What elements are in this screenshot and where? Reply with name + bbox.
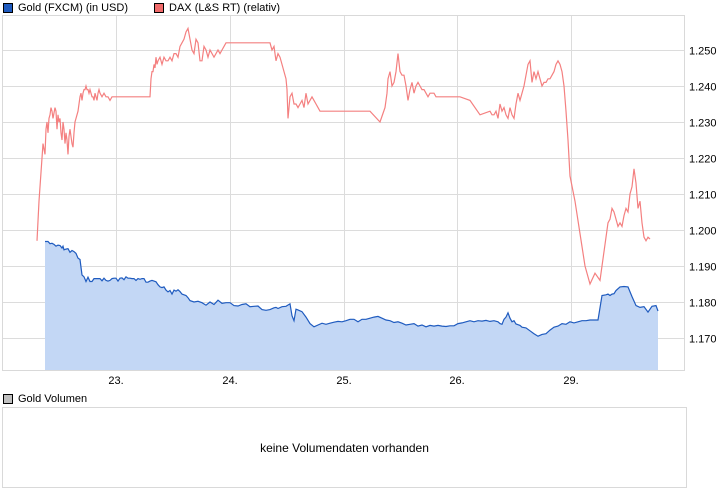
legend-item-gold[interactable]: Gold (FXCM) (in USD) (3, 2, 128, 14)
x-tick-label: 26. (449, 375, 464, 387)
volume-legend-label: Gold Volumen (18, 393, 88, 405)
y-tick-label: 1.170 (689, 334, 717, 346)
chart-legend: Gold (FXCM) (in USD) DAX (L&S RT) (relat… (3, 1, 300, 15)
gold-swatch-icon (3, 3, 13, 13)
y-tick-label: 1.220 (689, 154, 717, 166)
volume-swatch-icon (3, 394, 13, 404)
gold-area-fill (45, 241, 658, 371)
y-tick-label: 1.180 (689, 298, 717, 310)
y-tick-label: 1.210 (689, 190, 717, 202)
volume-panel: keine Volumendaten vorhanden (2, 407, 687, 488)
dax-series-line (36, 26, 651, 286)
y-tick-label: 1.240 (689, 82, 717, 94)
x-tick-label: 23. (108, 375, 123, 387)
y-tick-label: 1.230 (689, 118, 717, 130)
gold-series-line (45, 240, 659, 337)
x-tick-label: 24. (222, 375, 237, 387)
y-tick-label: 1.200 (689, 226, 717, 238)
plot-frame (2, 15, 685, 371)
no-volume-message: keine Volumendaten vorhanden (260, 440, 429, 455)
y-axis: 1.250 1.240 1.230 1.220 1.210 1.200 1.190 1.180… (689, 46, 717, 346)
y-tick-label: 1.190 (689, 262, 717, 274)
y-tick-label: 1.250 (689, 46, 717, 58)
x-axis: 23. 24. 25. 26. 29. (108, 375, 578, 387)
legend-label-gold: Gold (FXCM) (in USD) (18, 2, 129, 14)
x-tick-label: 29. (563, 375, 578, 387)
x-tick-label: 25. (336, 375, 351, 387)
legend-item-dax[interactable]: DAX (L&S RT) (relativ) (154, 2, 280, 14)
price-chart: 1.250 1.240 1.230 1.220 1.210 1.200 1.190 1.180… (2, 15, 717, 387)
legend-label-dax: DAX (L&S RT) (relativ) (169, 2, 281, 14)
volume-legend[interactable]: Gold Volumen (3, 393, 87, 405)
dax-swatch-icon (154, 3, 165, 13)
